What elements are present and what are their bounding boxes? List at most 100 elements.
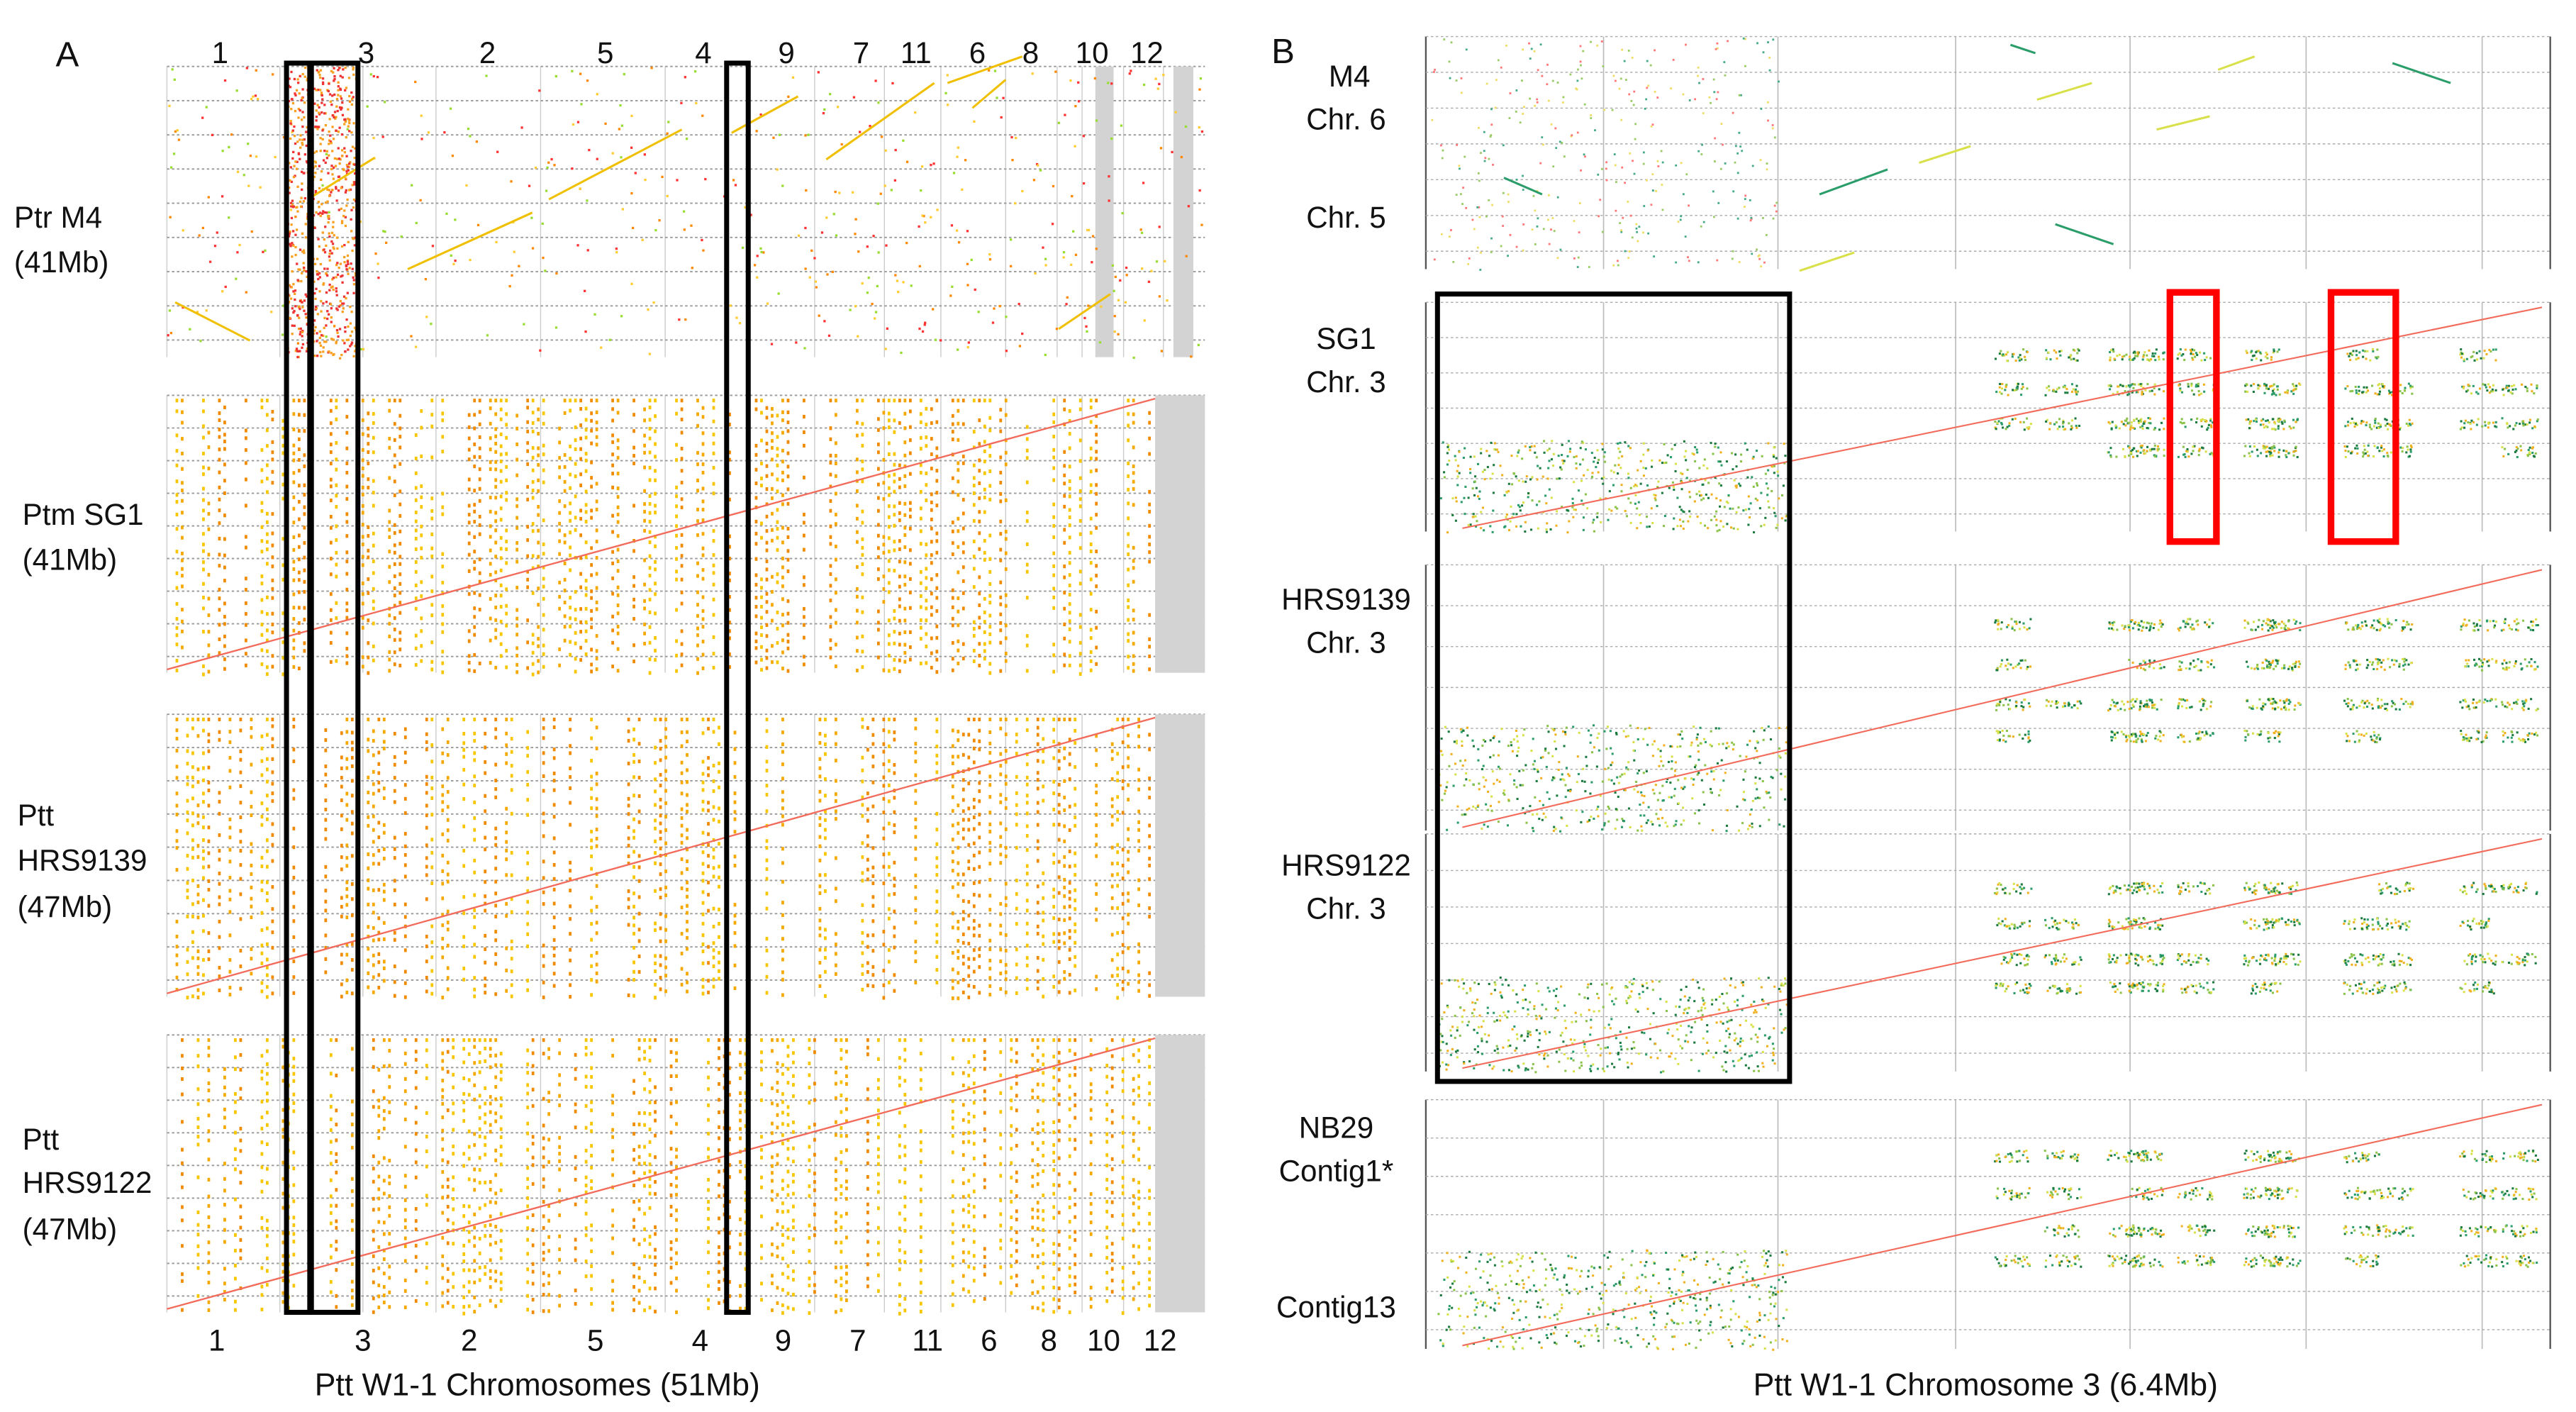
repeat-band-dot <box>223 553 226 557</box>
repeat-band-dot <box>696 590 699 594</box>
repeat-band-dot <box>372 753 375 757</box>
repeat-band-dot <box>1004 717 1008 722</box>
repeat-band-dot <box>643 599 646 604</box>
repeat-band-dot <box>1127 438 1130 443</box>
repeat-band-dot <box>680 823 684 828</box>
repeat-band-dot <box>207 613 211 618</box>
repeat-band-dot <box>1004 604 1008 608</box>
repeat-band-dot <box>856 433 859 438</box>
repeat-band-dot <box>441 650 445 654</box>
repeat-band-dot <box>218 833 221 838</box>
repeat-band-dot <box>999 912 1003 916</box>
repeat-band-dot <box>186 799 189 803</box>
dot <box>1017 302 1020 306</box>
repeat-band-dot <box>675 608 678 612</box>
repeat-band-dot <box>882 587 886 591</box>
repeat-band-dot <box>1148 502 1152 506</box>
repeat-band-dot <box>861 467 864 472</box>
repeat-band-dot <box>967 818 971 822</box>
repeat-band-dot <box>345 864 349 868</box>
repeat-band-dot <box>871 865 875 869</box>
repeat-band-dot <box>202 549 205 553</box>
repeat-band-dot <box>446 790 450 794</box>
repeat-band-dot <box>297 578 301 582</box>
dot <box>316 128 319 130</box>
dot <box>347 77 351 79</box>
repeat-band-dot <box>350 957 354 962</box>
dot <box>305 295 308 298</box>
dot <box>298 92 301 95</box>
repeat-band-dot <box>505 873 508 877</box>
repeat-band-dot <box>908 508 912 512</box>
repeat-band-dot <box>367 618 370 623</box>
repeat-band-dot <box>866 933 869 938</box>
repeat-band-dot <box>175 987 179 992</box>
repeat-band-dot <box>345 741 349 745</box>
repeat-band-dot <box>1025 782 1029 786</box>
repeat-band-dot <box>648 540 652 545</box>
repeat-band-dot <box>680 833 684 838</box>
dot <box>289 137 292 140</box>
repeat-band-dot <box>367 426 370 430</box>
repeat-band-dot <box>526 911 530 915</box>
repeat-band-dot <box>1057 939 1061 943</box>
repeat-band-dot <box>414 528 418 533</box>
repeat-band-dot <box>680 871 684 875</box>
repeat-band-dot <box>1068 487 1071 491</box>
repeat-band-dot <box>887 452 891 457</box>
dot <box>411 184 413 187</box>
repeat-band-dot <box>388 520 391 524</box>
repeat-band-dot <box>611 576 614 581</box>
repeat-band-dot <box>999 861 1003 865</box>
dot <box>315 307 318 310</box>
repeat-band-dot <box>675 639 678 643</box>
repeat-band-dot <box>510 994 513 999</box>
dot <box>319 214 322 218</box>
repeat-band-dot <box>1052 904 1056 909</box>
repeat-band-dot <box>531 411 535 415</box>
dot <box>579 187 581 191</box>
repeat-band-dot <box>733 810 737 814</box>
repeat-band-dot <box>914 847 918 851</box>
repeat-band-dot <box>175 617 179 621</box>
repeat-band-dot <box>1063 636 1066 640</box>
repeat-band-dot <box>664 914 667 918</box>
repeat-band-dot <box>718 977 720 981</box>
repeat-band-dot <box>893 667 896 671</box>
repeat-band-dot <box>824 733 827 738</box>
repeat-band-dot <box>712 451 715 455</box>
dot <box>894 148 897 152</box>
repeat-band-dot <box>175 728 179 733</box>
dot <box>270 311 273 313</box>
dot <box>330 338 333 340</box>
repeat-band-dot <box>686 904 688 908</box>
repeat-band-dot <box>712 730 715 734</box>
repeat-band-dot <box>446 776 450 780</box>
repeat-band-dot <box>861 903 864 907</box>
repeat-band-dot <box>1025 562 1029 567</box>
dot <box>328 252 331 255</box>
repeat-band-dot <box>489 467 492 472</box>
repeat-band-dot <box>648 465 652 470</box>
repeat-band-dot <box>223 462 226 467</box>
dot <box>315 150 318 153</box>
repeat-band-dot <box>659 758 662 762</box>
dot <box>350 330 354 333</box>
dot <box>345 135 347 139</box>
repeat-band-dot <box>701 595 705 599</box>
repeat-band-dot <box>1052 447 1056 452</box>
repeat-band-dot <box>1036 901 1039 905</box>
dot <box>690 224 693 227</box>
repeat-band-dot <box>1127 423 1130 428</box>
repeat-band-dot <box>218 485 221 489</box>
dot <box>168 309 172 312</box>
repeat-band-dot <box>961 962 965 966</box>
repeat-band-dot <box>893 523 896 528</box>
repeat-band-dot <box>393 879 396 883</box>
repeat-band-dot <box>786 569 790 574</box>
repeat-band-dot <box>988 428 992 433</box>
repeat-band-dot <box>718 865 720 869</box>
repeat-band-dot <box>228 933 232 938</box>
repeat-band-dot <box>866 877 869 882</box>
dot <box>555 272 558 275</box>
